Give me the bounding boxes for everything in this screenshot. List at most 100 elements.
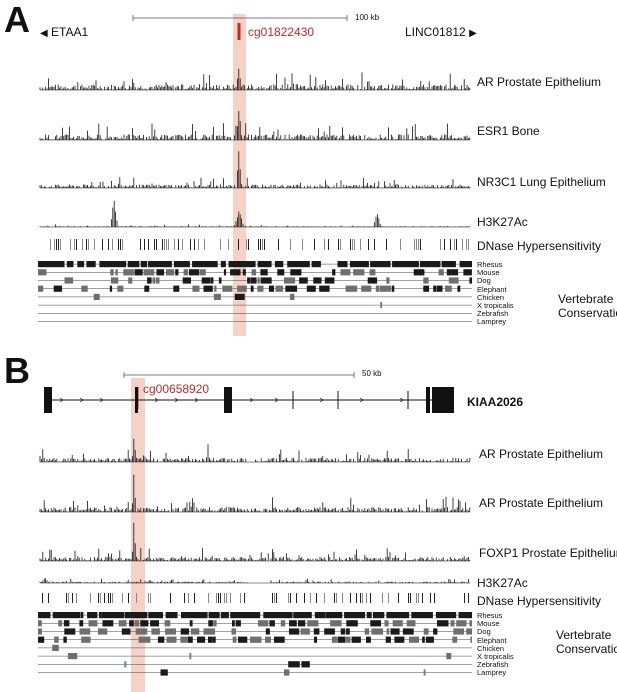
conservation-track-block bbox=[263, 612, 293, 619]
dnase-tick bbox=[466, 239, 467, 250]
species-label: Lamprey bbox=[477, 317, 507, 327]
conservation-track-block bbox=[287, 261, 310, 268]
conservation-track-block bbox=[423, 285, 430, 292]
conservation-track-block bbox=[38, 261, 65, 268]
dnase-tick bbox=[350, 239, 351, 250]
dnase-tick bbox=[420, 239, 421, 250]
dnase-tick bbox=[468, 239, 469, 250]
dnase-tick bbox=[464, 593, 465, 603]
dnase-tick bbox=[368, 239, 369, 250]
dnase-tick bbox=[178, 239, 179, 250]
dnase-tick bbox=[112, 239, 113, 250]
track-signal bbox=[39, 522, 471, 561]
conservation-track-block bbox=[280, 620, 286, 627]
dnase-tick bbox=[410, 593, 411, 603]
conservation-track-block bbox=[109, 285, 113, 292]
conservation-track-block bbox=[220, 612, 229, 619]
conservation-track-block bbox=[366, 636, 371, 643]
dnase-tick bbox=[162, 239, 163, 250]
conservation-track-block bbox=[129, 620, 134, 627]
dnase-tick bbox=[238, 239, 239, 250]
gene-exon bbox=[224, 387, 232, 413]
dnase-tick bbox=[422, 593, 423, 603]
conservation-track-block bbox=[446, 653, 452, 660]
conservation-track-block bbox=[392, 261, 419, 268]
conservation-track-block bbox=[164, 620, 171, 627]
species-label: Chicken bbox=[477, 643, 505, 653]
dnase-tick bbox=[304, 593, 305, 603]
conservation-track-block bbox=[385, 636, 391, 643]
conservation-track-block bbox=[423, 277, 429, 284]
conservation-track-block bbox=[314, 636, 318, 643]
dnase-tick bbox=[416, 239, 417, 250]
conservation-track-block bbox=[182, 277, 191, 284]
conservation-track-block bbox=[192, 261, 218, 268]
dnase-tick bbox=[42, 593, 43, 603]
conservation-track-block bbox=[127, 261, 140, 268]
conservation-track-block bbox=[183, 269, 189, 276]
species-label: Lamprey bbox=[477, 668, 507, 678]
conservation-track-block bbox=[52, 612, 81, 619]
conservation-track-block bbox=[283, 277, 296, 284]
dnase-tick bbox=[400, 239, 401, 250]
conservation-track-block bbox=[180, 636, 188, 643]
conservation-track-block bbox=[38, 636, 45, 643]
panel-a-letter: A bbox=[4, 0, 30, 40]
dnase-tick bbox=[382, 593, 383, 603]
conservation-track-block bbox=[274, 636, 285, 643]
conservation-track-block bbox=[151, 628, 160, 635]
conservation-track-block bbox=[384, 620, 389, 627]
dnase-tick bbox=[418, 239, 419, 250]
dnase-tick bbox=[104, 593, 105, 603]
conservation-track-block bbox=[148, 261, 172, 268]
dnase-tick bbox=[66, 593, 67, 603]
dnase-tick bbox=[156, 239, 157, 250]
conservation-track-block bbox=[319, 285, 330, 292]
species-label: Chicken bbox=[477, 292, 505, 302]
conservation-track-block bbox=[190, 628, 200, 635]
dnase-tick bbox=[374, 239, 375, 250]
dnase-tick bbox=[128, 593, 129, 603]
conservation-track-block bbox=[265, 628, 270, 635]
conservation-track-block bbox=[386, 628, 390, 635]
dnase-tick bbox=[154, 239, 155, 250]
dnase-tick bbox=[190, 239, 191, 250]
panel-a-gene-right: LINC01812 ▶ bbox=[405, 25, 477, 41]
conservation-track-block bbox=[392, 620, 403, 627]
dnase-tick bbox=[112, 593, 113, 603]
conservation-track-block bbox=[306, 285, 316, 292]
conservation-track-block bbox=[156, 277, 160, 284]
dnase-tick bbox=[260, 239, 261, 250]
dnase-tick bbox=[228, 239, 229, 250]
conservation-track-block bbox=[408, 636, 419, 643]
conservation-track-block bbox=[38, 628, 42, 635]
dnase-tick bbox=[108, 593, 109, 603]
conservation-track-block bbox=[301, 661, 310, 668]
panel-b-track-label: H3K27Ac bbox=[477, 576, 528, 590]
dnase-tick bbox=[468, 593, 469, 603]
conservation-track-block bbox=[313, 277, 322, 284]
conservation-track-block bbox=[86, 261, 96, 268]
conservation-track-block bbox=[371, 628, 383, 635]
dnase-tick bbox=[108, 239, 109, 250]
dnase-tick bbox=[360, 239, 361, 250]
dnase-tick bbox=[122, 239, 123, 250]
dnase-tick bbox=[58, 239, 59, 250]
conservation-track-block bbox=[58, 620, 62, 627]
conservation-track-block bbox=[250, 277, 257, 284]
dnase-tick bbox=[118, 239, 119, 250]
conservation-track-block bbox=[117, 285, 124, 292]
conservation-track-block bbox=[143, 269, 155, 276]
panel-a-track-label: AR Prostate Epithelium bbox=[477, 75, 602, 89]
conservation-track-block bbox=[63, 636, 67, 643]
species-label: Rhesus bbox=[477, 260, 503, 269]
dnase-tick bbox=[328, 239, 329, 250]
dnase-tick bbox=[72, 593, 73, 603]
dnase-tick bbox=[454, 239, 455, 250]
conservation-track-block bbox=[173, 261, 190, 268]
dnase-tick bbox=[340, 239, 341, 250]
conservation-track-block bbox=[379, 285, 391, 292]
conservation-track-block bbox=[234, 293, 245, 300]
conservation-track-block bbox=[372, 612, 385, 619]
conservation-track-block bbox=[232, 636, 237, 643]
